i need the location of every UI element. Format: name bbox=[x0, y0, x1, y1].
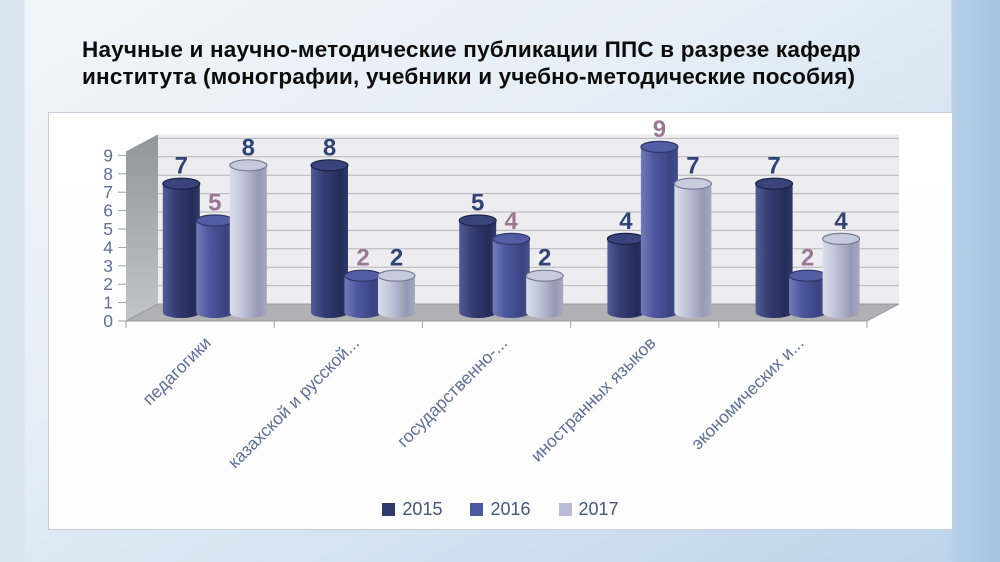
value-label-2017-cat3: 2 bbox=[538, 245, 551, 272]
value-label-2017-cat4: 7 bbox=[686, 153, 699, 180]
category-label-3: государственно-... bbox=[393, 333, 511, 451]
legend-label-2017: 2017 bbox=[578, 499, 619, 519]
legend-item-2015: 2015 bbox=[382, 499, 442, 520]
bar-top-2015-cat5 bbox=[754, 177, 794, 190]
legend-label-2015: 2015 bbox=[402, 499, 443, 519]
value-label-2016-cat4: 9 bbox=[653, 116, 666, 143]
legend-swatch-2017 bbox=[558, 503, 572, 516]
slide-title-line-1: Научные и научно-методические публикации… bbox=[82, 37, 861, 62]
bar-2017-cat2 bbox=[378, 275, 416, 318]
bar-2015-cat5 bbox=[755, 183, 793, 318]
category-label-5: экономических и... bbox=[687, 333, 808, 454]
y-tick-label-8: 8 bbox=[103, 164, 113, 184]
bar-top-2015-cat3 bbox=[458, 214, 497, 227]
legend-item-2016: 2016 bbox=[470, 499, 531, 520]
y-tick-label-7: 7 bbox=[103, 182, 113, 202]
bar-2015-cat3 bbox=[459, 220, 497, 318]
slide-title: Научные и научно-методические публикации… bbox=[82, 36, 952, 90]
value-label-2017-cat5: 4 bbox=[834, 208, 848, 235]
bar-top-2015-cat1 bbox=[162, 177, 201, 190]
bar-chart: 0 1 2 3 4 5 6 7 8 9 7 5 8 педагогики 8 2 2 казахской и ру… bbox=[49, 113, 952, 529]
bar-top-2015-cat4 bbox=[606, 232, 646, 246]
bar-2015-cat1 bbox=[162, 183, 200, 318]
category-label-2: казахской и русской... bbox=[224, 333, 363, 472]
value-label-2016-cat3: 4 bbox=[505, 208, 519, 235]
category-label-4: иностранных языков bbox=[527, 333, 660, 466]
bar-top-2016-cat1 bbox=[195, 214, 234, 227]
value-label-2015-cat2: 8 bbox=[323, 134, 336, 161]
category-label-1: педагогики bbox=[138, 333, 214, 409]
bar-top-2017-cat4 bbox=[673, 177, 713, 190]
y-tick-label-9: 9 bbox=[103, 145, 113, 165]
bar-top-2017-cat5 bbox=[821, 232, 861, 246]
legend-swatch-2015 bbox=[382, 503, 396, 516]
value-label-2017-cat1: 8 bbox=[242, 134, 255, 161]
y-tick-label-2: 2 bbox=[103, 274, 113, 294]
y-tick-label-6: 6 bbox=[103, 201, 113, 221]
bar-top-2016-cat5 bbox=[788, 269, 827, 282]
chart-legend: 2015 2016 2017 bbox=[49, 499, 952, 520]
bar-top-2016-cat3 bbox=[492, 232, 531, 246]
bar-top-2016-cat4 bbox=[640, 140, 679, 154]
bar-2016-cat1 bbox=[196, 220, 234, 318]
value-label-2015-cat3: 5 bbox=[471, 190, 484, 217]
bar-2017-cat4 bbox=[674, 183, 712, 318]
bar-2016-cat5 bbox=[789, 275, 827, 318]
y-tick-label-3: 3 bbox=[103, 256, 113, 276]
legend-label-2016: 2016 bbox=[490, 499, 531, 519]
y-tick-label-4: 4 bbox=[103, 237, 113, 257]
slide-title-line-2: института (монографии, учебники и учебно… bbox=[82, 64, 856, 89]
bar-top-2015-cat2 bbox=[310, 159, 349, 172]
y-tick-label-1: 1 bbox=[103, 293, 113, 313]
bar-2017-cat5 bbox=[822, 238, 860, 318]
value-label-2015-cat1: 7 bbox=[175, 153, 188, 180]
bar-2016-cat2 bbox=[344, 275, 382, 318]
bar-2016-cat3 bbox=[492, 238, 530, 318]
y-tick-label-0: 0 bbox=[103, 311, 113, 331]
bar-top-2017-cat2 bbox=[377, 269, 416, 282]
chart-panel: 0 1 2 3 4 5 6 7 8 9 7 5 8 педагогики 8 2 2 казахской и ру… bbox=[48, 112, 953, 530]
value-label-2016-cat1: 5 bbox=[208, 190, 221, 217]
value-label-2015-cat4: 4 bbox=[619, 208, 633, 235]
bar-2015-cat2 bbox=[311, 165, 348, 318]
bar-top-2016-cat2 bbox=[343, 269, 383, 282]
bar-2015-cat4 bbox=[607, 238, 645, 318]
legend-item-2017: 2017 bbox=[558, 499, 619, 520]
y-tick-label-5: 5 bbox=[103, 219, 113, 239]
legend-swatch-2016 bbox=[470, 503, 484, 516]
value-label-2016-cat5: 2 bbox=[801, 245, 814, 272]
chart-side-wall bbox=[126, 134, 158, 321]
bar-2017-cat1 bbox=[229, 165, 267, 318]
bar-top-2017-cat3 bbox=[525, 269, 564, 282]
bar-2017-cat3 bbox=[526, 275, 564, 318]
bar-2016-cat4 bbox=[640, 146, 678, 318]
value-label-2016-cat2: 2 bbox=[356, 245, 369, 272]
bar-top-2017-cat1 bbox=[229, 159, 268, 172]
value-label-2017-cat2: 2 bbox=[390, 245, 403, 272]
value-label-2015-cat5: 7 bbox=[767, 153, 780, 180]
